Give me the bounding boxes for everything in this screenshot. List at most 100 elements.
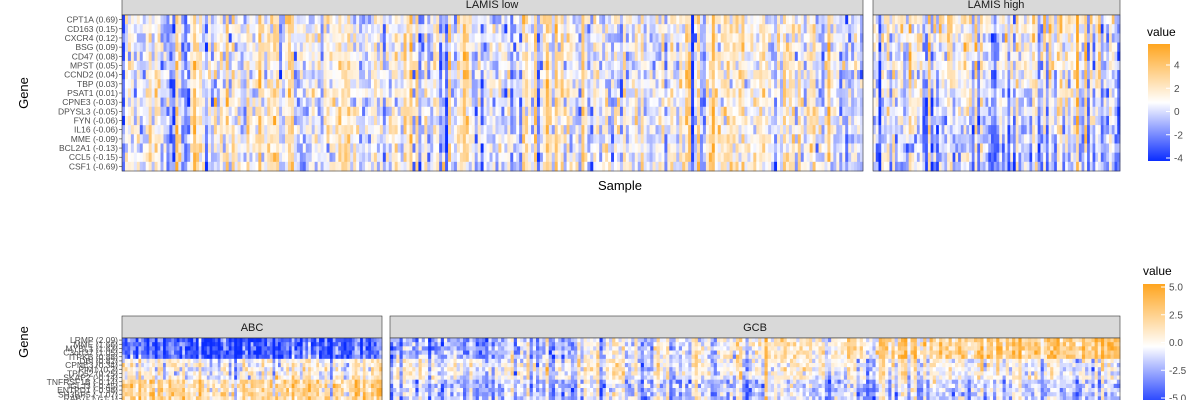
- heatmap-cell: [492, 97, 496, 108]
- heatmap-cell: [344, 79, 348, 89]
- heatmap-cell: [590, 33, 594, 43]
- heatmap-cell: [531, 24, 535, 34]
- heatmap-cell: [486, 106, 490, 117]
- heatmap-cell: [418, 15, 422, 25]
- heatmap-cell: [572, 134, 576, 144]
- heatmap-cell: [210, 125, 215, 135]
- heatmap-cell: [900, 70, 904, 80]
- heatmap-cell: [445, 115, 449, 126]
- heatmap-cell: [818, 143, 822, 153]
- heatmap-cell: [765, 33, 769, 43]
- heatmap-cell: [827, 15, 831, 25]
- heatmap-cell: [646, 88, 650, 98]
- heatmap-cell: [688, 143, 692, 153]
- heatmap-cell: [717, 115, 722, 126]
- heatmap-cell: [308, 60, 313, 71]
- heatmap-cell: [554, 79, 559, 89]
- heatmap-cell: [762, 115, 766, 126]
- heatmap-cell: [427, 106, 431, 117]
- heatmap-cell: [323, 115, 327, 126]
- heatmap-cell: [234, 115, 238, 126]
- heatmap-cell: [732, 79, 736, 89]
- heatmap-cell: [581, 79, 585, 89]
- heatmap-cell: [246, 152, 250, 163]
- heatmap-cell: [966, 88, 970, 98]
- heatmap-cell: [569, 79, 573, 89]
- heatmap-cell: [157, 15, 161, 25]
- heatmap-cell: [788, 33, 793, 43]
- heatmap-cell: [376, 51, 381, 62]
- heatmap-cell: [184, 15, 188, 25]
- heatmap-cell: [824, 125, 828, 135]
- heatmap-cell: [439, 60, 443, 71]
- heatmap-cell: [971, 15, 975, 25]
- heatmap-cell: [658, 33, 662, 43]
- heatmap-cell: [955, 60, 959, 71]
- heatmap-cell: [379, 97, 384, 108]
- heatmap-cell: [528, 70, 532, 80]
- heatmap-cell: [193, 161, 197, 172]
- heatmap-cell: [845, 125, 849, 135]
- heatmap-cell: [676, 60, 680, 71]
- heatmap-cell: [178, 51, 182, 62]
- heatmap-cell: [320, 134, 324, 144]
- heatmap-cell: [282, 143, 286, 153]
- heatmap-cell: [483, 106, 487, 117]
- heatmap-cell: [397, 79, 401, 89]
- heatmap-cell: [465, 60, 470, 71]
- heatmap-cell: [991, 60, 995, 71]
- heatmap-cell: [258, 60, 262, 71]
- heatmap-cell: [605, 33, 609, 43]
- heatmap-cell: [836, 79, 840, 89]
- heatmap-cell: [261, 51, 265, 62]
- heatmap-cell: [966, 33, 970, 43]
- heatmap-cell: [682, 33, 686, 43]
- heatmap-cell: [531, 152, 535, 163]
- heatmap-cell: [160, 60, 164, 71]
- heatmap-cell: [536, 15, 541, 25]
- heatmap-cell: [827, 125, 831, 135]
- heatmap-cell: [252, 24, 256, 34]
- heatmap-cell: [941, 88, 945, 98]
- heatmap-cell: [729, 33, 733, 43]
- heatmap-cell: [151, 152, 155, 163]
- heatmap-cell: [658, 88, 662, 98]
- heatmap-cell: [465, 152, 470, 163]
- heatmap-cell: [157, 106, 161, 117]
- heatmap-cell: [243, 106, 247, 117]
- heatmap-cell: [323, 143, 327, 153]
- heatmap-cell: [495, 134, 499, 144]
- heatmap-cell: [287, 60, 292, 71]
- heatmap-cell: [510, 79, 514, 89]
- heatmap-cell: [210, 79, 215, 89]
- heatmap-cell: [255, 134, 259, 144]
- heatmap-cell: [980, 15, 984, 25]
- heatmap-cell: [542, 143, 547, 153]
- heatmap-cell: [584, 143, 588, 153]
- heatmap-cell: [365, 79, 369, 89]
- heatmap-cell: [744, 33, 748, 43]
- heatmap-cell: [279, 143, 283, 153]
- heatmap-cell: [714, 51, 719, 62]
- heatmap-cell: [685, 115, 689, 126]
- heatmap-cell: [966, 70, 970, 80]
- heatmap-cell: [762, 161, 766, 172]
- heatmap-cell: [955, 42, 959, 53]
- heatmap-cell: [860, 115, 864, 126]
- heatmap-cell: [332, 79, 336, 89]
- heatmap-cell: [886, 15, 890, 25]
- heatmap-cell: [602, 51, 606, 62]
- heatmap-cell: [593, 115, 597, 126]
- heatmap-cell: [812, 33, 816, 43]
- heatmap-cell: [969, 134, 973, 144]
- heatmap-cell: [889, 42, 893, 53]
- heatmap-cell: [353, 97, 357, 108]
- heatmap-cell: [667, 60, 671, 71]
- heatmap-cell: [462, 60, 467, 71]
- heatmap-cell: [397, 143, 401, 153]
- heatmap-cell: [936, 134, 940, 144]
- heatmap-cell: [575, 33, 579, 43]
- heatmap-cell: [780, 143, 784, 153]
- heatmap-cell: [670, 24, 674, 34]
- heatmap-cell: [542, 106, 547, 117]
